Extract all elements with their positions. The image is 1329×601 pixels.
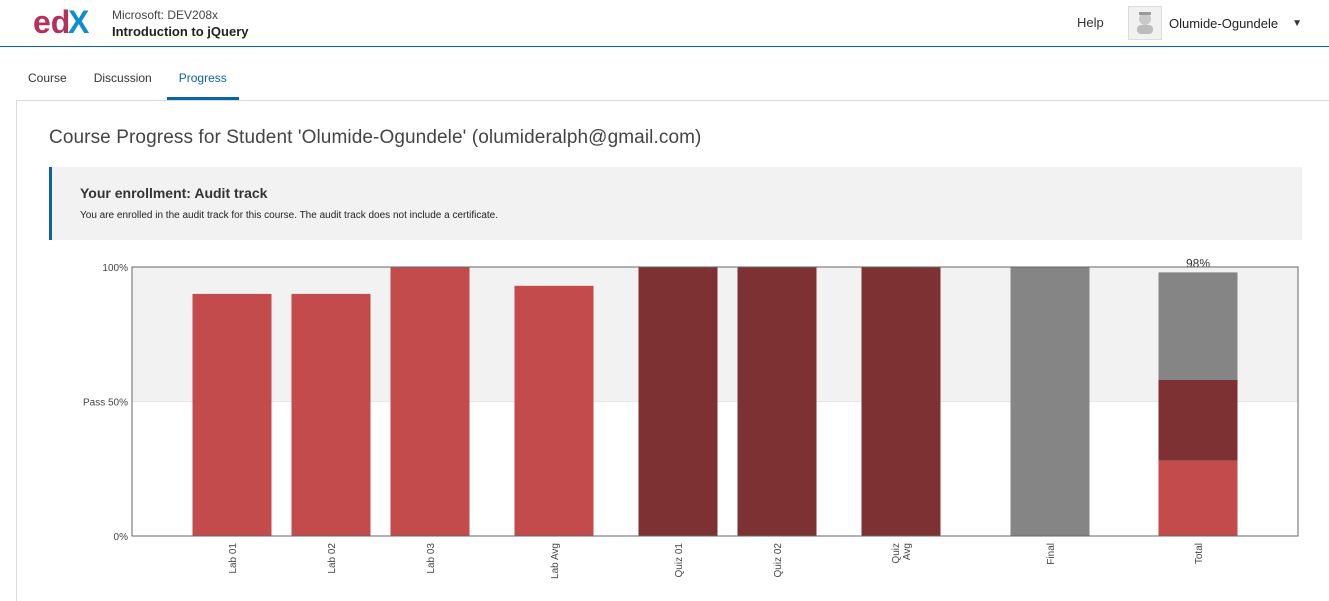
- top-header: ed X Microsoft: DEV208x Introduction to …: [0, 0, 1329, 47]
- x-tick-label: Lab 02: [327, 543, 338, 574]
- x-tick-label: Quiz 02: [773, 543, 784, 578]
- bar-total-segment-1: [1158, 379, 1238, 461]
- x-tick-label: Final: [1046, 543, 1057, 565]
- tab-course[interactable]: Course: [28, 71, 67, 85]
- username[interactable]: Olumide-Ogundele: [1169, 15, 1279, 31]
- bar-lab-02: [291, 293, 371, 536]
- y-tick-label: 100%: [102, 263, 128, 274]
- y-tick-label: Pass 50%: [83, 398, 128, 409]
- bar-final: [1010, 267, 1090, 536]
- enrollment-title: Your enrollment: Audit track: [80, 185, 268, 201]
- course-tabs: Course Discussion Progress: [16, 62, 242, 100]
- tab-discussion[interactable]: Discussion: [93, 71, 152, 85]
- total-percent-label: 98%: [1186, 256, 1210, 270]
- bar-total-segment-0: [1158, 460, 1238, 536]
- bar-lab-01: [192, 293, 272, 536]
- bar-quiz-02: [737, 267, 817, 536]
- chart-frame: [131, 266, 1299, 537]
- progress-content: Course Progress for Student 'Olumide-Ogu…: [16, 100, 1329, 601]
- bar-total-segment-2: [1158, 272, 1238, 380]
- svg-text:X: X: [68, 5, 90, 39]
- x-tick-label: QuizAvg: [891, 543, 913, 564]
- bar-quiz-01: [638, 267, 718, 536]
- user-menu[interactable]: Olumide-Ogundele ▼: [1128, 6, 1302, 40]
- chevron-down-icon[interactable]: ▼: [1292, 17, 1303, 29]
- user-avatar-icon: [1137, 12, 1153, 34]
- page-title: Course Progress for Student 'Olumide-Ogu…: [49, 127, 702, 148]
- x-tick-label: Lab 01: [228, 543, 239, 574]
- enrollment-text: You are enrolled in the audit track for …: [80, 210, 499, 221]
- bar-lab-avg: [514, 285, 594, 536]
- edx-logo[interactable]: ed X: [33, 5, 97, 39]
- tab-progress[interactable]: Progress: [166, 62, 239, 100]
- bar-lab-03: [390, 267, 470, 536]
- course-name: Introduction to jQuery: [112, 24, 249, 39]
- x-tick-label: Total: [1194, 543, 1205, 564]
- avatar[interactable]: [1128, 6, 1162, 40]
- help-link[interactable]: Help: [1077, 15, 1104, 30]
- svg-text:ed: ed: [33, 5, 70, 39]
- bar-quiz-avg: [861, 267, 941, 536]
- enrollment-notice: Your enrollment: Audit track You are enr…: [49, 167, 1302, 240]
- x-tick-label: Lab Avg: [550, 543, 561, 579]
- course-org: Microsoft: DEV208x: [112, 8, 219, 22]
- y-tick-label: 0%: [114, 532, 129, 543]
- course-meta: Microsoft: DEV208x Introduction to jQuer…: [112, 8, 249, 41]
- x-tick-label: Quiz 01: [674, 543, 685, 578]
- x-tick-label: Lab 03: [426, 543, 437, 574]
